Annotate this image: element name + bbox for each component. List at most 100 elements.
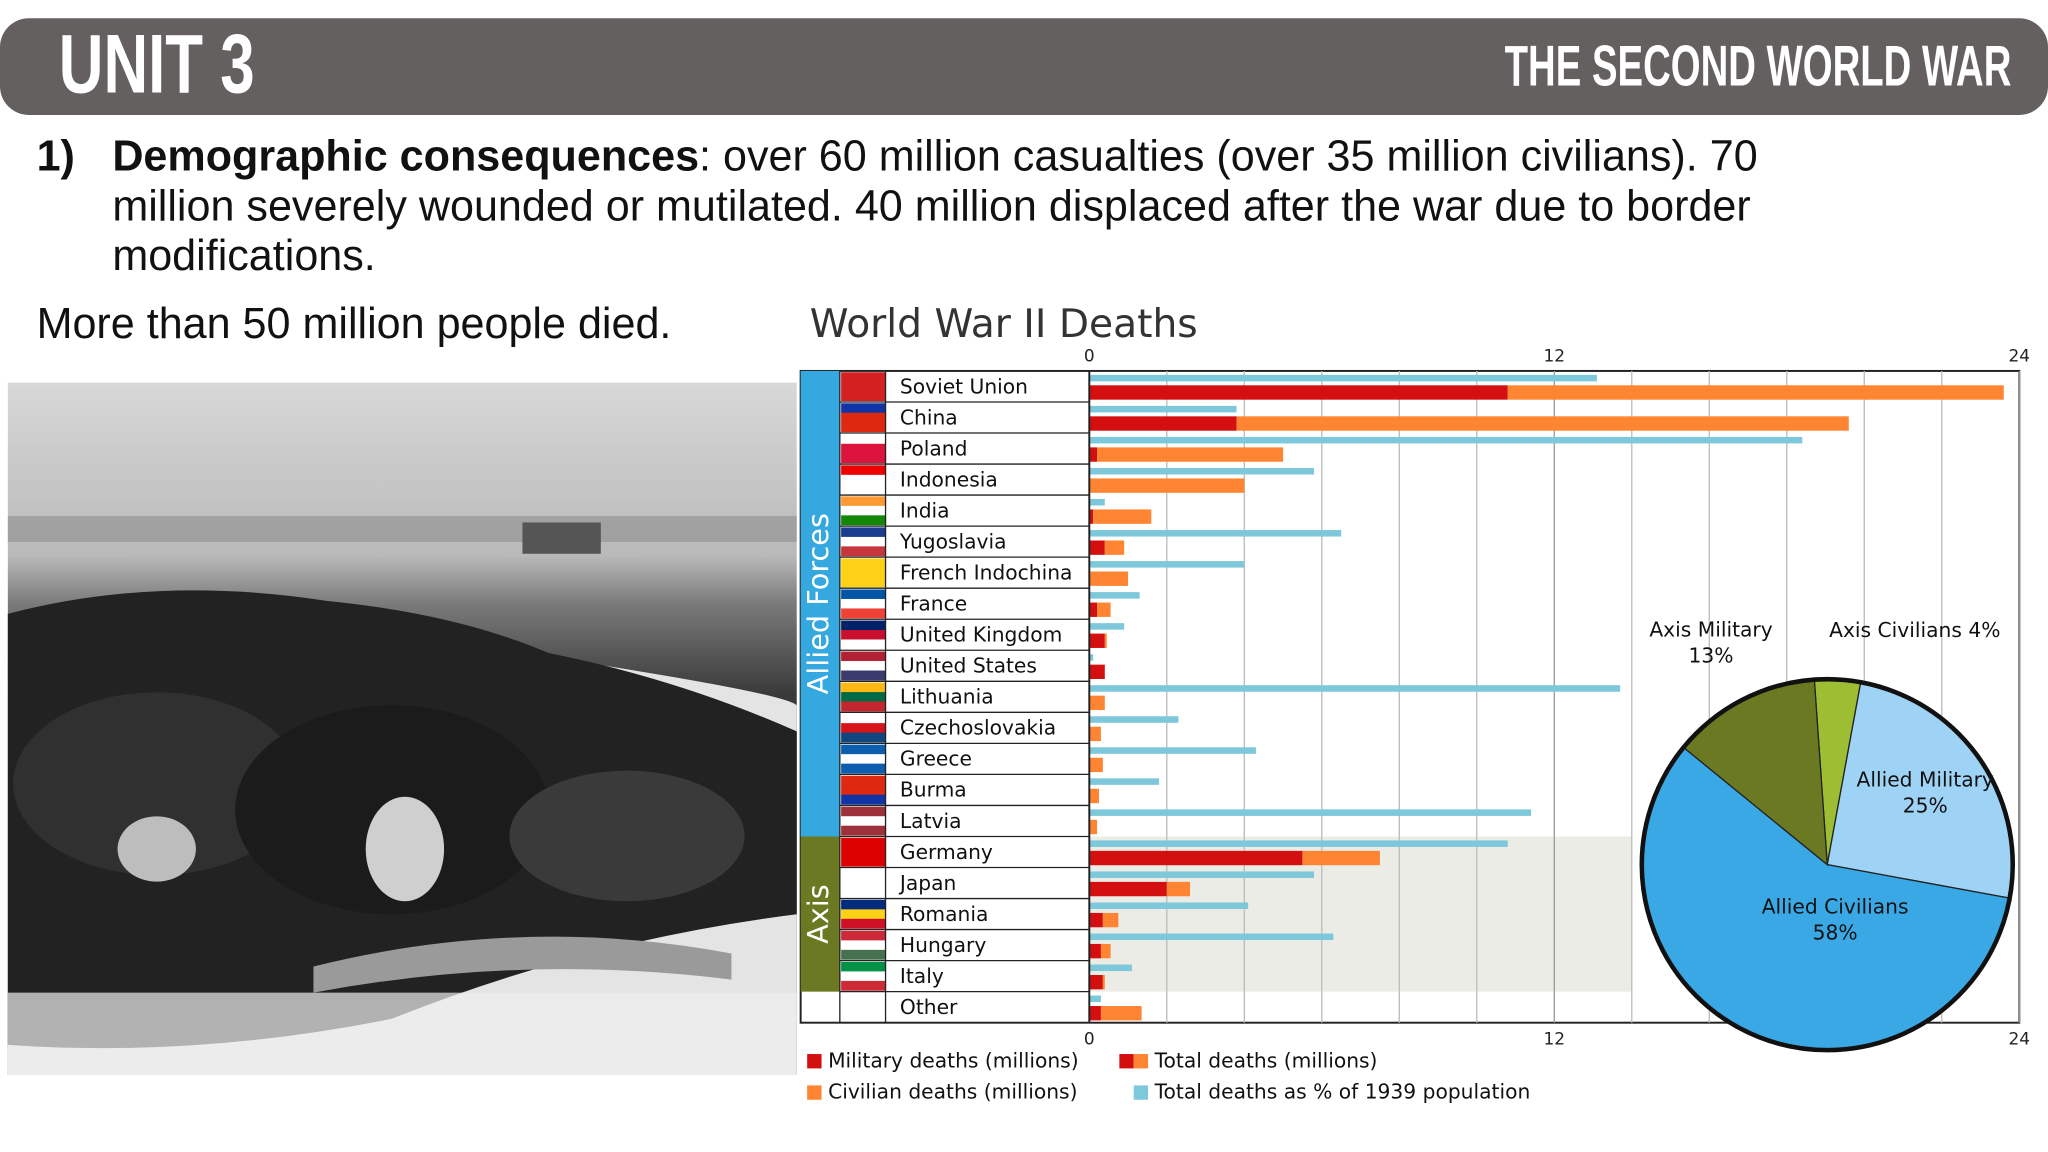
point-text: modifications. [112,232,375,280]
legend-label: Total deaths (millions) [1154,1048,1378,1072]
flag [841,567,886,578]
bar-chart: Allied Forces Axis 0 0 12 12 24 24 Soviet Union C… [799,347,2030,1104]
legend-swatch [1133,1054,1149,1069]
flag [841,505,886,516]
flag [841,847,886,858]
flag [841,443,886,454]
flag [841,465,886,476]
flag [841,961,886,972]
bar-percent [1089,530,1342,537]
flag [841,887,886,898]
flag [841,971,886,982]
group-label: Axis [801,884,835,944]
bar-percent [1089,467,1315,475]
country-label: Italy [900,964,944,988]
group-band [800,836,840,992]
legend-swatch [807,1085,822,1100]
pie-category: Allied Civilians [1762,894,1909,918]
flag [841,453,886,464]
flag [841,558,886,569]
bar-military [1089,664,1105,679]
country-label: Burma [900,778,967,802]
flag [841,878,886,889]
x-tick-label: 12 [1543,1030,1565,1050]
pie-value: 13% [1689,643,1734,667]
bar-percent [1089,436,1803,444]
bar-civilian [1089,695,1105,711]
legend-label: Military deaths (millions) [828,1048,1079,1072]
flag [841,474,886,485]
bar-military [1089,850,1303,866]
bar-military [1089,416,1237,431]
flag [841,682,886,693]
flag [841,434,886,445]
bar-percent [1089,561,1245,568]
pie-outline [1639,676,2016,1053]
flag [841,391,886,402]
x-tick-label: 24 [2008,1030,2030,1050]
country-label: France [900,592,967,616]
flag [841,837,886,848]
bar-military [1089,1006,1101,1021]
bar-percent [1089,405,1237,413]
country-label: Romania [900,902,989,926]
flag [841,630,886,640]
legend-swatch [1119,1054,1134,1069]
bar-civilian [1089,726,1101,742]
bar-civilian [1236,416,1849,431]
country-label: Czechoslovakia [900,716,1056,740]
pie-category: Allied Military [1857,768,1994,792]
legend-label: Civilian deaths (millions) [828,1080,1077,1104]
flag [841,661,886,671]
flag [841,546,886,557]
header-title: THE SECOND WORLD WAR [1505,35,2012,99]
unit-label: UNIT 3 [59,17,255,111]
flag [841,620,886,631]
bar-civilian [1104,540,1125,555]
flag [841,598,886,609]
country-label: French Indochina [900,560,1073,584]
flag [841,381,886,392]
bar-military [1089,912,1103,928]
bar-percent [1089,716,1179,723]
bar-civilian [1507,385,2004,400]
flag [841,785,886,796]
flag [841,608,886,619]
flag [841,868,886,879]
bar-civilian [1104,633,1107,648]
country-label: Poland [900,436,968,460]
bar-civilian [1100,1006,1142,1021]
country-label: China [900,405,958,429]
country-label: Soviet Union [900,374,1028,398]
bar-military [1089,540,1105,555]
bar-percent [1089,592,1140,599]
bar-percent [1089,654,1094,661]
point-text: million severely wounded or mutilated. 4… [112,182,1750,230]
flag [841,713,886,724]
flag [841,589,886,600]
bar-percent [1089,499,1105,506]
flag [841,412,886,423]
flag [841,940,886,951]
point-line: Demographic consequences: over 60 millio… [112,133,1757,181]
flag [841,775,886,786]
bar-percent [1089,747,1256,754]
flag [841,651,886,662]
bar-civilian [1102,974,1105,990]
country-label: Other [900,995,958,1019]
bar-civilian [1089,478,1245,493]
bar-civilian [1097,602,1111,617]
photo [7,382,797,1075]
country-label: Hungary [900,933,986,957]
flag [841,692,886,702]
flag [841,816,886,827]
flag [841,754,886,765]
summary: More than 50 million people died. [37,300,672,348]
bar-civilian [1302,850,1380,866]
bar-civilian [1097,447,1284,462]
country-label: Germany [900,840,993,864]
bar-military [1089,385,1508,400]
bar-civilian [1089,819,1098,835]
bar-military [1089,881,1167,897]
